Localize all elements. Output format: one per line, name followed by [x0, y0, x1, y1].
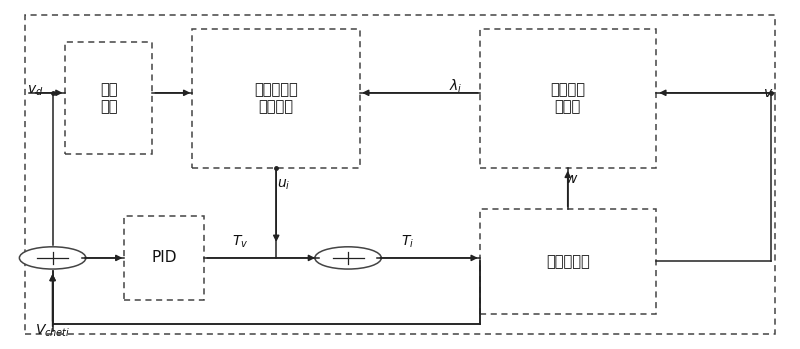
Text: 主流
选择: 主流 选择 [100, 82, 118, 114]
Ellipse shape [19, 247, 86, 269]
Text: $v_d$: $v_d$ [27, 84, 43, 98]
FancyBboxPatch shape [125, 216, 204, 300]
Text: $V_{cheti}$: $V_{cheti}$ [35, 322, 70, 339]
Text: 滑转率估
计模块: 滑转率估 计模块 [550, 82, 586, 114]
FancyBboxPatch shape [65, 43, 153, 154]
Text: 滑模变结构
控制模块: 滑模变结构 控制模块 [254, 82, 298, 114]
Text: $\lambda_i$: $\lambda_i$ [449, 77, 462, 95]
FancyBboxPatch shape [192, 29, 360, 168]
Text: $T_i$: $T_i$ [402, 234, 414, 251]
Ellipse shape [315, 247, 382, 269]
Text: PID: PID [152, 251, 177, 266]
FancyBboxPatch shape [25, 15, 775, 334]
Text: $u_i$: $u_i$ [278, 178, 291, 192]
Text: $T_v$: $T_v$ [232, 234, 249, 251]
Text: 月球车系统: 月球车系统 [546, 254, 590, 269]
Text: $w$: $w$ [565, 172, 578, 186]
Text: $v$: $v$ [763, 86, 774, 100]
FancyBboxPatch shape [480, 29, 655, 168]
FancyBboxPatch shape [480, 209, 655, 313]
